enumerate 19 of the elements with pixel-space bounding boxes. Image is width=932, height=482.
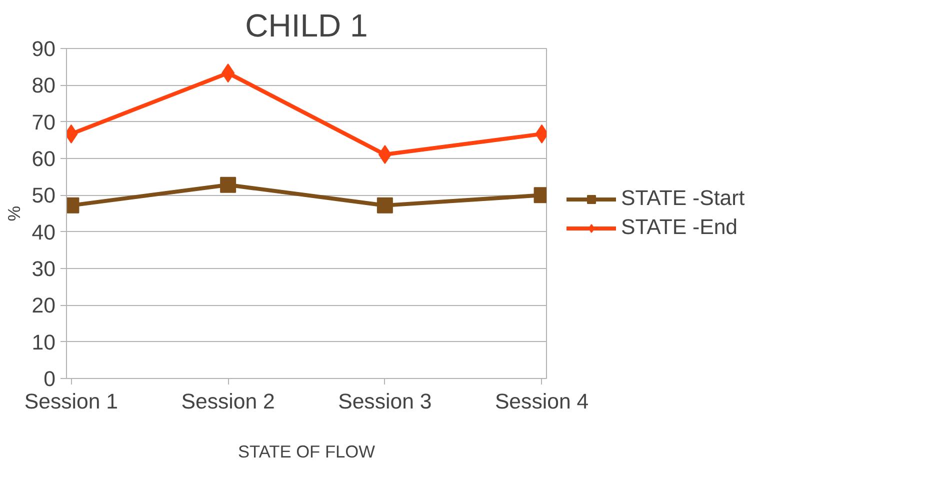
x-axis-title: STATE OF FLOW [238,442,376,462]
y-tick-label: 20 [32,294,56,318]
x-tick-label: Session 3 [338,390,432,414]
x-tick-label: Session 2 [181,390,275,414]
x-tick-label: Session 4 [494,390,589,414]
legend-label: STATE -End [621,215,738,240]
legend-label: STATE -Start [621,186,745,211]
y-tick-label: 60 [32,147,56,171]
y-tick-label: 80 [32,74,56,98]
y-tick-label: 0 [44,367,56,391]
y-tick-label: 50 [32,184,56,208]
y-tick-label: 90 [32,37,56,61]
y-tick-label: 70 [32,110,56,134]
y-tick-label: 40 [32,220,56,244]
y-axis-title: % [4,206,24,222]
y-tick-label: 10 [32,330,56,354]
y-tick-label: 30 [32,257,56,281]
chart-title: CHILD 1 [245,8,368,44]
x-tick-label: Session 1 [24,390,118,414]
